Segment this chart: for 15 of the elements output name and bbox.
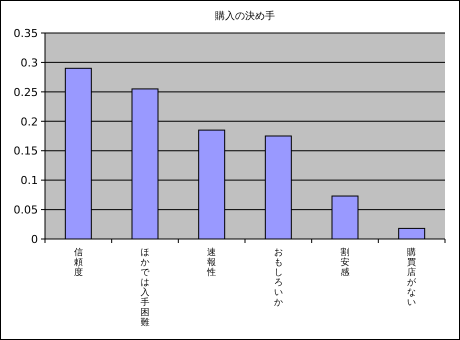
chart-title: 購入の決め手 bbox=[215, 10, 275, 22]
y-tick-label: 0 bbox=[31, 233, 38, 246]
y-tick-label: 0.2 bbox=[20, 115, 38, 128]
x-tick-label: 速報性 bbox=[206, 247, 216, 278]
y-tick-label: 0.15 bbox=[14, 144, 38, 158]
y-tick-label: 0.35 bbox=[14, 27, 38, 40]
x-tick-label: おもしろいか bbox=[274, 248, 283, 308]
x-tick-label: 信頼度 bbox=[74, 247, 83, 278]
x-tick-label: ほかでは入手困難 bbox=[140, 248, 150, 328]
y-tick-label: 0.1 bbox=[20, 174, 38, 188]
y-tick-label: 0.3 bbox=[20, 56, 38, 70]
y-tick-label: 0.05 bbox=[14, 204, 38, 217]
x-tick-label: 購買店がない bbox=[407, 247, 418, 308]
x-tick-label: 割安感 bbox=[340, 247, 350, 278]
y-tick-label: 0.25 bbox=[14, 86, 38, 99]
